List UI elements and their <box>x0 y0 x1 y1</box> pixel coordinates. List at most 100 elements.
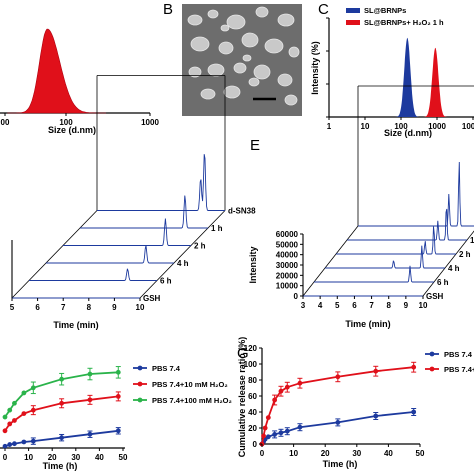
panel-g-data-point <box>297 424 303 430</box>
panel-d-trace <box>97 154 225 211</box>
panel-e-x-tick-label: 10 <box>419 301 428 310</box>
panel-f-data-point <box>87 397 93 403</box>
tem-particle <box>188 66 202 78</box>
panel-e-trace-label: 6 h <box>437 278 449 287</box>
panel-g-x-tick-label: 20 <box>321 449 330 458</box>
tem-particle <box>190 36 210 52</box>
panel-c-x-axis-title: Size (d.nm) <box>384 128 432 138</box>
panel-d-x-tick-label: 8 <box>87 303 92 312</box>
panel-g-data-point <box>278 430 284 436</box>
panel-e-x-axis-title: Time (min) <box>345 319 390 329</box>
panel-g-data-point <box>373 413 379 419</box>
panel-c-y-axis-title: Intensity (%) <box>310 41 320 95</box>
panel-f-data-point <box>7 442 13 447</box>
panel-g-x-tick-label: 10 <box>289 449 298 458</box>
panel-a-size-distribution: 00 100 1000 Size (d.nm) <box>0 28 159 135</box>
panel-e-x-tick-label: 4 <box>318 301 323 310</box>
panel-f-data-point <box>30 407 36 413</box>
panel-e-y-tick-label: 40000 <box>276 251 299 260</box>
panel-e-trace <box>325 245 445 269</box>
panel-a-x-tick-label: 100 <box>59 118 73 127</box>
tem-particle <box>277 13 295 27</box>
panel-c-x-tick-label: 100 <box>394 122 408 131</box>
panel-f-data-point <box>115 394 121 399</box>
panel-e-y-tick-label: 20000 <box>276 271 299 280</box>
panel-g-y-tick-label: 120 <box>244 344 258 353</box>
panel-e-trace <box>358 161 474 227</box>
panel-g-y-tick-label: 60 <box>248 392 257 401</box>
panel-d-hplc-waterfall: d-SN38 1 h 2 h 4 h 6 h GSH 5 6 7 8 9 10 Time (min) <box>10 75 256 330</box>
panel-d-trace <box>46 245 174 264</box>
panel-e-y-tick-label: 60000 <box>276 230 299 239</box>
tem-particle <box>288 46 300 58</box>
panel-f-data-point <box>2 428 8 434</box>
panel-f-data-point <box>21 390 27 396</box>
panel-d-trace-label: 4 h <box>177 259 189 268</box>
panel-f-legend-marker <box>137 381 143 387</box>
panel-f-legend-marker <box>137 397 143 403</box>
tem-particle <box>200 88 216 100</box>
tem-particle <box>255 6 269 18</box>
panel-letter-b: B <box>163 1 173 18</box>
panel-f-data-point <box>87 431 93 437</box>
panel-a-x-tick-label: 1000 <box>141 118 159 127</box>
panel-g-y-tick-label: 100 <box>244 360 258 369</box>
panel-letter-g: G <box>237 345 249 362</box>
tem-particle <box>248 77 260 87</box>
tem-particle <box>226 14 246 30</box>
tem-particle <box>241 32 259 48</box>
panel-e-y-tick-label: 0 <box>294 292 299 301</box>
panel-e-y-tick-label: 10000 <box>276 282 299 291</box>
panel-f-data-point <box>115 428 121 434</box>
panel-e-depth-axis-left <box>302 225 359 297</box>
panel-f-data-point <box>59 400 65 406</box>
panel-c-x-tick-label: 10 <box>361 122 370 131</box>
tem-particle <box>223 85 241 99</box>
panel-e-depth-axis-right <box>422 230 474 297</box>
panel-f-data-point <box>30 385 36 391</box>
panel-f-data-point <box>21 439 27 445</box>
panel-d-trace-label: 6 h <box>160 277 172 286</box>
panel-e-x-tick-label: 6 <box>352 301 357 310</box>
panel-c-legend-label-2: SL@BRNPs+ H₂O₂ 1 h <box>364 18 444 27</box>
panel-g-y-tick-label: 80 <box>248 376 257 385</box>
panel-d-depth-axis-left <box>11 210 98 299</box>
panel-g-x-tick-label: 50 <box>416 449 425 458</box>
panel-g-data-point <box>284 384 290 390</box>
panel-g-legend-label: PBS 7.4 <box>444 350 473 359</box>
panel-c-legend-swatch-1 <box>346 8 360 13</box>
panel-g-data-point <box>261 433 266 439</box>
panel-e-trace <box>336 226 456 255</box>
panel-c-legend-label-1: SL@BRNPs <box>364 6 406 15</box>
panel-g-x-axis-title: Time (h) <box>323 459 358 469</box>
panel-f-data-point <box>12 441 17 447</box>
panel-f-x-tick-label: 10 <box>24 453 33 462</box>
panel-c-x-tick-label: 10000 <box>462 122 474 131</box>
panel-g-legend-label: PBS 7.4+ <box>444 365 474 374</box>
panel-g-data-point <box>272 397 278 403</box>
panel-g-data-point <box>411 364 417 370</box>
panel-g-data-point <box>284 428 290 434</box>
panel-g-release-profile: 0 10 20 30 40 50 0 20 40 60 80 100 120 Cumulative re… <box>237 337 474 469</box>
panel-f-legend-label: PBS 7.4 <box>152 364 181 373</box>
panel-letter-e: E <box>250 137 260 154</box>
panel-f-x-tick-label: 50 <box>119 453 128 462</box>
panel-f-legend-marker <box>137 365 143 371</box>
panel-f-data-point <box>115 369 121 375</box>
panel-e-trace-label: 1 h <box>470 236 474 245</box>
panel-g-x-tick-label: 40 <box>384 449 393 458</box>
panel-d-trace <box>29 268 157 281</box>
tem-particle <box>207 9 219 19</box>
panel-f-x-tick-label: 0 <box>3 453 8 462</box>
panel-g-data-point <box>335 374 341 380</box>
panel-f-data-point <box>7 407 13 413</box>
panel-g-y-tick-label: 40 <box>248 408 257 417</box>
panel-g-x-tick-label: 30 <box>352 449 361 458</box>
tem-particle <box>264 38 284 54</box>
panel-d-x-tick-label: 6 <box>35 303 40 312</box>
panel-f-data-point <box>59 376 65 382</box>
panel-c-distribution-1 <box>392 37 422 117</box>
panel-f-data-point <box>59 435 65 441</box>
panel-g-legend-marker <box>429 351 435 357</box>
